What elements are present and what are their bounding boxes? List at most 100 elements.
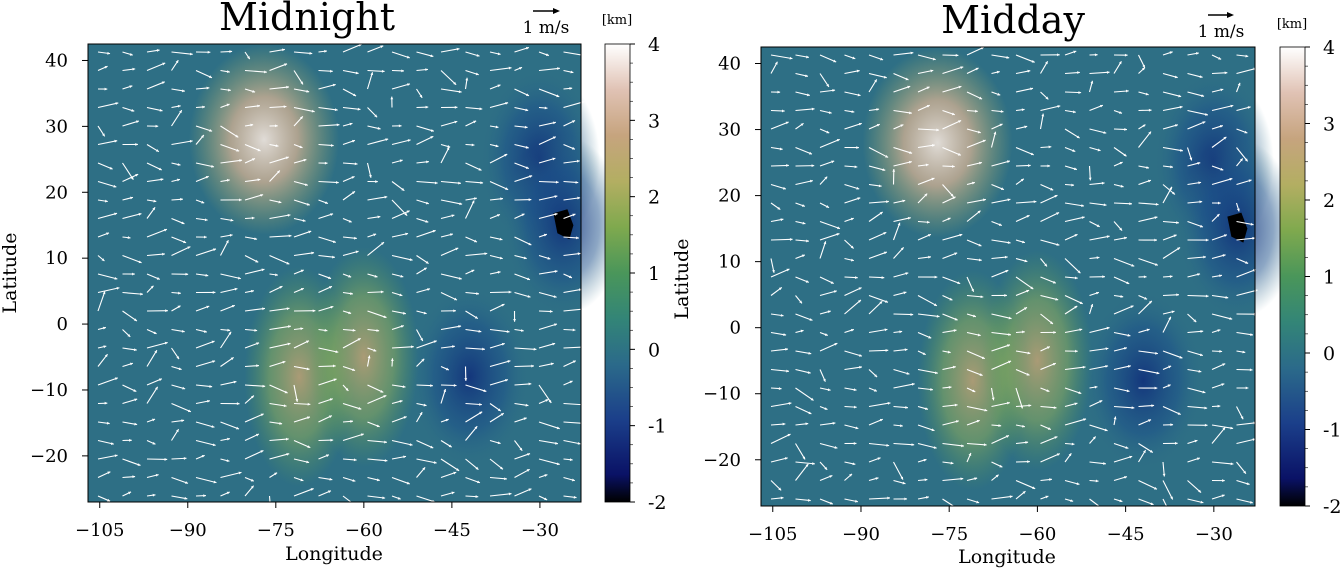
wind-arrowhead (802, 456, 806, 460)
wind-arrow (440, 120, 458, 127)
wind-arrow (1187, 350, 1203, 357)
wind-arrowhead (957, 152, 961, 156)
wind-arrowhead (201, 200, 205, 204)
wind-arrowhead (419, 412, 423, 416)
wind-arrowhead (833, 59, 837, 63)
wind-arrow (1040, 313, 1054, 325)
wind-arrowhead (924, 193, 928, 197)
wind-arrowhead (1049, 478, 1052, 482)
wind-arrowhead (250, 478, 254, 482)
wind-arrowhead (900, 476, 904, 480)
wind-arrow (1113, 305, 1134, 315)
wind-arrowhead (801, 254, 805, 258)
y-tick-label: −10 (30, 380, 68, 401)
wind-arrow (1211, 294, 1229, 299)
wind-arrowhead (555, 180, 559, 184)
wind-arrowhead (1176, 221, 1179, 224)
wind-arrowhead (201, 135, 204, 138)
wind-arrowhead (960, 66, 964, 70)
wind-arrowhead (504, 154, 508, 157)
wind-arrowhead (887, 496, 891, 500)
wind-arrowhead (824, 466, 828, 470)
wind-arrowhead (907, 85, 911, 89)
wind-arrowhead (984, 408, 988, 412)
wind-arrowhead (859, 365, 862, 369)
wind-arrowhead (1174, 75, 1178, 79)
wind-arrowhead (132, 475, 136, 479)
wind-arrow (1236, 67, 1257, 75)
wind-arrowhead (853, 388, 857, 392)
wind-arrowhead (229, 50, 233, 53)
wind-arrow (1187, 109, 1209, 116)
wind-arrowhead (382, 496, 386, 500)
wind-arrow (391, 254, 413, 261)
wind-arrowhead (1154, 386, 1158, 390)
wind-arrowhead (1044, 263, 1047, 267)
wind-arrowhead (927, 234, 931, 237)
wind-arrowhead (1070, 499, 1074, 502)
wind-arrowhead (447, 145, 451, 148)
wind-arrow (770, 121, 789, 130)
wind-arrowhead (1097, 148, 1101, 152)
wind-arrowhead (114, 377, 118, 381)
wind-arrow (1113, 365, 1131, 371)
wind-arrow (171, 476, 189, 484)
wind-arrowhead (856, 186, 860, 190)
wind-arrow (917, 368, 938, 374)
colorbar-tick-label: 1 (1323, 267, 1335, 289)
wind-arrowhead (133, 348, 137, 352)
wind-arrowhead (453, 309, 456, 313)
wind-arrow (146, 349, 158, 367)
wind-arrowhead (376, 329, 380, 332)
wind-arrowhead (575, 180, 579, 184)
wind-arrowhead (552, 136, 556, 140)
wind-arrowhead (445, 418, 449, 422)
wind-arrow (563, 252, 581, 257)
wind-arrowhead (401, 187, 405, 191)
wind-arrowhead (569, 458, 573, 462)
wind-arrowhead (279, 286, 283, 289)
wind-arrowhead (977, 333, 981, 337)
wind-arrowhead (572, 120, 576, 123)
wind-arrowhead (899, 330, 903, 334)
wind-arrow (844, 299, 862, 315)
wind-arrowhead (182, 89, 185, 93)
wind-arrow (171, 109, 183, 127)
wind-arrowhead (476, 53, 480, 57)
wind-arrowhead (1005, 269, 1009, 273)
wind-arrowhead (181, 221, 185, 225)
wind-arrowhead (135, 174, 139, 177)
wind-arrow (342, 337, 361, 349)
wind-arrowhead (1103, 131, 1107, 134)
wind-arrow (844, 197, 861, 204)
wind-arrowhead (114, 212, 118, 216)
quiver-key-label: 1 m/s (523, 18, 570, 38)
wind-arrow (489, 303, 505, 312)
wind-arrowhead (1000, 187, 1004, 190)
wind-arrowhead (928, 255, 931, 259)
wind-arrow (440, 471, 457, 479)
wind-arrow (795, 180, 813, 186)
wind-arrow (122, 120, 140, 127)
wind-arrow (1089, 202, 1107, 206)
wind-arrowhead (1252, 236, 1256, 240)
wind-arrowhead (1205, 238, 1209, 242)
wind-arrow (868, 72, 887, 79)
wind-arrowhead (1154, 216, 1158, 220)
wind-arrowhead (425, 68, 428, 72)
wind-arrowhead (1074, 276, 1078, 280)
wind-arrowhead (784, 457, 788, 460)
wind-arrowhead (951, 112, 955, 116)
wind-arrowhead (1103, 462, 1106, 465)
wind-arrowhead (1094, 385, 1098, 389)
wind-arrow (220, 331, 232, 349)
wind-arrowhead (1205, 294, 1209, 298)
wind-arrow (440, 325, 462, 331)
wind-arrowhead (262, 307, 265, 311)
wind-arrow (1064, 91, 1082, 94)
wind-arrowhead (398, 124, 402, 128)
wind-arrowhead (1022, 330, 1025, 334)
wind-arrowhead (851, 110, 855, 114)
wind-arrowhead (925, 163, 929, 167)
wind-arrow (1040, 294, 1059, 301)
